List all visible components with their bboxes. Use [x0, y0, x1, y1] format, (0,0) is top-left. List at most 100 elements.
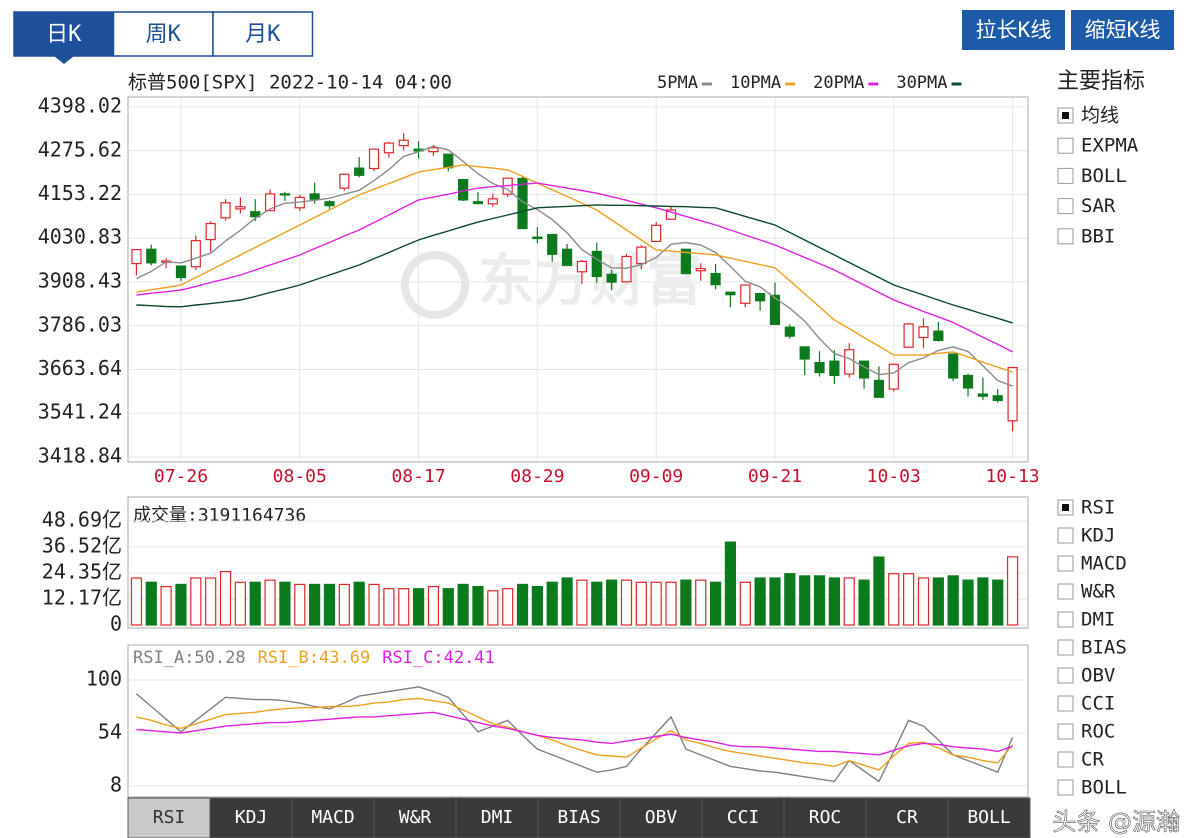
volume-bar — [591, 581, 603, 626]
y-tick-label: 3418.84 — [38, 444, 122, 468]
candle-body — [264, 193, 276, 212]
bottom-tab[interactable] — [783, 797, 867, 838]
checkbox-label[interactable]: RSI — [1081, 497, 1115, 519]
bottom-tab-label[interactable]: CCI — [727, 807, 760, 828]
bottom-tab[interactable] — [209, 797, 293, 838]
checkbox[interactable] — [1057, 667, 1074, 684]
candle-body — [636, 246, 647, 265]
volume-bar — [353, 581, 365, 626]
checkbox[interactable] — [1057, 137, 1074, 154]
checkbox-label[interactable]: SAR — [1081, 195, 1116, 217]
checkbox[interactable] — [1057, 695, 1074, 712]
bottom-tab[interactable] — [291, 797, 375, 838]
candle-body — [665, 209, 677, 220]
bottom-tab-label[interactable]: RSI — [153, 807, 186, 828]
button[interactable] — [1071, 10, 1174, 50]
line — [136, 182, 1013, 353]
volume-bar — [294, 583, 306, 626]
volume-bar — [1006, 556, 1019, 626]
checkbox-label[interactable]: 均线 — [1081, 105, 1119, 127]
button-label[interactable]: 拉长K线 — [976, 18, 1052, 42]
candle-body — [918, 326, 929, 339]
volume-bar — [665, 581, 677, 626]
candle-body — [235, 206, 246, 210]
checkbox-label[interactable]: BBI — [1081, 225, 1115, 247]
checkbox[interactable] — [1057, 751, 1074, 768]
volume-bar — [977, 577, 989, 626]
volume-bar — [576, 579, 588, 626]
button-label[interactable]: 缩短K线 — [1085, 18, 1161, 42]
checkbox-label[interactable]: BOLL — [1081, 777, 1127, 799]
volume-bar — [695, 579, 707, 626]
tab[interactable] — [212, 11, 314, 57]
tab-label[interactable]: 日K — [46, 22, 82, 47]
tab-label[interactable]: 月K — [245, 22, 281, 47]
bottom-tab-label[interactable]: CR — [896, 807, 918, 828]
y-tick-label: 3786.03 — [38, 312, 122, 336]
bottom-tab[interactable] — [947, 797, 1031, 838]
candle-body — [977, 393, 988, 397]
volume-bar — [784, 573, 796, 626]
volume-bar — [160, 585, 172, 626]
volume-bar — [962, 579, 974, 626]
volume-bar — [903, 573, 915, 626]
checkbox[interactable] — [1057, 228, 1074, 245]
checkbox-label[interactable]: ROC — [1081, 721, 1115, 743]
candle-body — [146, 248, 157, 264]
checkbox-label[interactable]: KDJ — [1081, 525, 1115, 547]
tab[interactable] — [13, 11, 115, 57]
y-tick-label: 48.69亿 — [42, 508, 122, 532]
volume-bar — [338, 583, 350, 626]
checkbox-label[interactable]: OBV — [1081, 665, 1115, 687]
checkbox-label[interactable]: MACD — [1081, 553, 1127, 575]
checkbox-label[interactable]: BIAS — [1081, 637, 1127, 659]
y-tick-label: 36.52亿 — [42, 533, 122, 557]
volume-bar — [130, 577, 143, 626]
bottom-tab[interactable] — [127, 797, 211, 838]
checkbox[interactable] — [1057, 583, 1074, 600]
bottom-tab-label[interactable]: KDJ — [235, 807, 268, 828]
checkbox[interactable] — [1057, 639, 1074, 656]
y-tick-label: 4275.62 — [38, 137, 122, 161]
checkbox[interactable] — [1057, 779, 1074, 796]
checkbox[interactable] — [1057, 555, 1074, 572]
tab-label[interactable]: 周K — [146, 22, 182, 47]
candle-body — [175, 265, 187, 279]
volume-bar — [412, 588, 425, 626]
checkbox-label[interactable]: W&R — [1081, 581, 1116, 603]
line — [136, 145, 1013, 387]
checkbox[interactable] — [1057, 167, 1074, 184]
bottom-tab-label[interactable]: MACD — [311, 807, 354, 828]
candle-body — [561, 248, 573, 266]
candle-body — [443, 153, 454, 169]
y-tick-label: 4398.02 — [38, 94, 122, 118]
checkbox-label[interactable]: EXPMA — [1081, 135, 1139, 157]
bottom-tab[interactable] — [537, 797, 621, 838]
x-tick-label: 10-13 — [985, 466, 1039, 487]
bottom-tab-label[interactable]: ROC — [809, 807, 842, 828]
legend-label: 5PMA — [657, 73, 698, 93]
candle-body — [472, 201, 484, 205]
checkbox-label[interactable]: CCI — [1081, 693, 1115, 715]
checkbox[interactable] — [1057, 527, 1074, 544]
bottom-tab-label[interactable]: BIAS — [557, 807, 600, 828]
checkbox[interactable] — [1057, 723, 1074, 740]
checkbox-mark — [1062, 112, 1069, 119]
bottom-tab[interactable] — [455, 797, 539, 838]
candle-body — [844, 349, 855, 375]
checkbox[interactable] — [1057, 611, 1074, 628]
tab[interactable] — [112, 11, 214, 57]
bottom-tab-label[interactable]: W&R — [399, 807, 432, 828]
bottom-tab[interactable] — [701, 797, 785, 838]
bottom-tab-label[interactable]: DMI — [481, 807, 514, 828]
candle-body — [903, 323, 914, 348]
checkbox[interactable] — [1057, 198, 1074, 215]
button[interactable] — [962, 10, 1065, 50]
bottom-tab-label[interactable]: OBV — [645, 807, 678, 828]
checkbox-label[interactable]: DMI — [1081, 609, 1115, 631]
bottom-tab[interactable] — [865, 797, 949, 838]
bottom-tab-label[interactable]: BOLL — [967, 807, 1011, 828]
volume-bar — [888, 573, 900, 626]
checkbox-label[interactable]: BOLL — [1081, 165, 1127, 187]
checkbox-label[interactable]: CR — [1081, 749, 1104, 771]
